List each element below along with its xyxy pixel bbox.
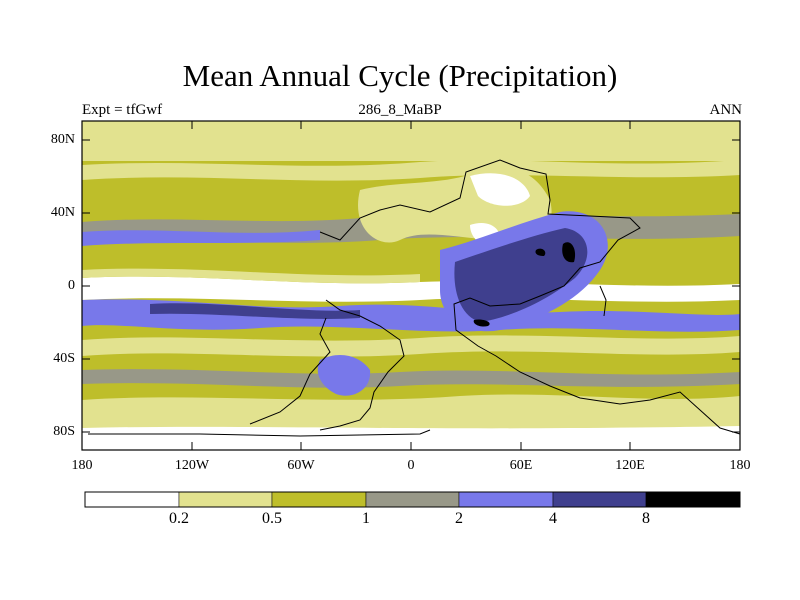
lon-label: 120E: [615, 458, 645, 473]
colorbar-level-label: 0.5: [262, 510, 282, 527]
colorbar-box: [271, 491, 367, 508]
map-title: Mean Annual Cycle (Precipitation): [182, 58, 618, 93]
lat-label: 80N: [50, 132, 75, 147]
colorbar-level-label: 0.2: [169, 510, 189, 527]
lon-ticks: [81, 121, 741, 450]
lat-label: 0: [68, 278, 75, 293]
lat-label: 80S: [53, 424, 75, 439]
colorbar-box: [84, 491, 180, 508]
lon-label: 60W: [287, 458, 315, 473]
colorbar-box: [365, 491, 460, 508]
lat-label: 40S: [53, 351, 75, 366]
continent-outline-south-america: [319, 299, 405, 431]
colorbar-box: [178, 491, 273, 508]
colorbar-level-label: 1: [362, 510, 370, 527]
lon-label: 60E: [509, 458, 533, 473]
antarctica-outline: [88, 429, 431, 437]
coastlines: [88, 159, 741, 437]
period-label: 286_8_MaBP: [358, 102, 442, 118]
colorbar: [84, 491, 741, 508]
colorbar-box: [458, 491, 554, 508]
continent-outline-north: [319, 159, 741, 435]
continent-outline-west: [249, 317, 331, 425]
lon-label: 180: [71, 458, 93, 473]
colorbar-level-label: 8: [642, 510, 650, 527]
colorbar-level-label: 2: [455, 510, 463, 527]
lat-ticks: [82, 139, 740, 433]
lon-label: 120W: [174, 458, 210, 473]
colorbar-level-label: 4: [549, 510, 557, 527]
lon-label: 0: [407, 458, 415, 473]
precipitation-field: [82, 121, 740, 450]
experiment-label: Expt = tfGwf: [82, 102, 163, 118]
colorbar-frame: [84, 491, 741, 508]
lon-label: 180: [729, 458, 751, 473]
colorbar-box: [645, 491, 741, 508]
precip-max-blob: [562, 242, 576, 263]
season-label: ANN: [709, 102, 743, 118]
lat-label: 40N: [50, 205, 75, 220]
colorbar-box: [552, 491, 647, 508]
